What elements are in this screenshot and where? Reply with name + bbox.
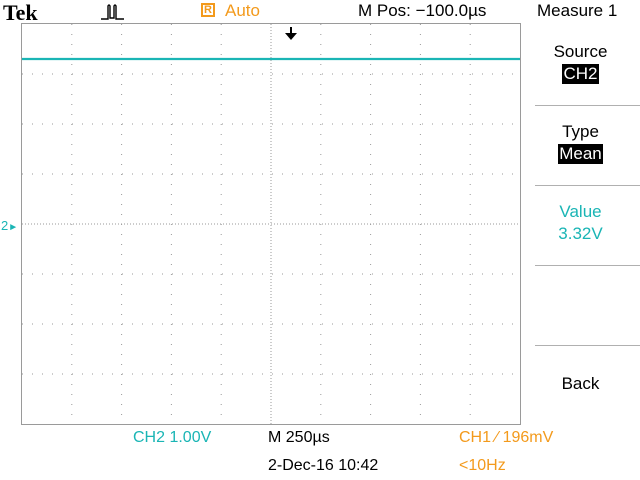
timebase-readout: M 250µs <box>268 429 330 446</box>
menu-title: Measure 1 <box>537 1 618 20</box>
value-display: Value 3.32V <box>521 201 640 245</box>
menu-divider <box>535 105 640 106</box>
brand-logo: Tek <box>3 0 38 25</box>
measure-menu: Source CH2 Type Mean Value 3.32V Back <box>521 23 640 425</box>
waveform-display <box>21 23 521 425</box>
source-value: CH2 <box>562 64 599 84</box>
trigger-position-arrow-icon <box>285 27 297 40</box>
trigger-readout: CH1 ∕ 196mV <box>459 429 554 446</box>
value-label: Value <box>559 202 602 221</box>
type-label: Type <box>562 122 599 141</box>
frequency-readout: <10Hz <box>459 457 506 474</box>
menu-divider <box>535 265 640 266</box>
position-readout: M Pos: −100.0µs <box>358 1 487 20</box>
back-button[interactable]: Back <box>561 374 600 393</box>
source-label: Source <box>553 42 608 61</box>
source-button[interactable]: Source CH2 <box>521 41 640 85</box>
pulse-waveform-icon <box>101 4 124 20</box>
menu-divider <box>535 185 640 186</box>
trigger-run-badge: R <box>201 3 215 17</box>
ch2-ground-marker: 2► <box>1 218 19 233</box>
type-value: Mean <box>558 144 603 164</box>
type-button[interactable]: Type Mean <box>521 121 640 165</box>
graticule-grid <box>22 24 520 424</box>
trigger-mode: Auto <box>225 1 260 20</box>
menu-divider <box>535 345 640 346</box>
value-reading: 3.32V <box>558 224 603 243</box>
datetime-readout: 2-Dec-16 10:42 <box>268 457 379 474</box>
ch2-scale-readout: CH2 1.00V <box>133 429 212 446</box>
